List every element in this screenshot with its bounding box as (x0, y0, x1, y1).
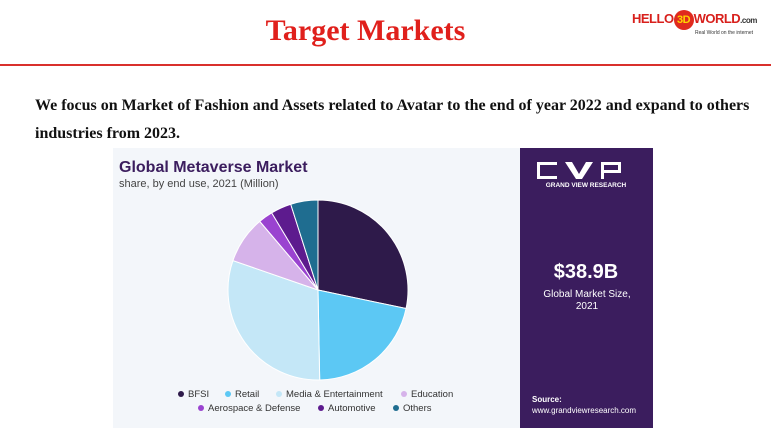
paragraph: We focus on Market of Fashion and Assets… (35, 97, 750, 142)
legend-swatch (318, 405, 324, 411)
legend-label: Others (403, 403, 432, 414)
page-title: Target Markets (265, 14, 466, 47)
legend-swatch (198, 405, 204, 411)
legend-swatch (276, 391, 282, 397)
legend-swatch (393, 405, 399, 411)
pie-slice (317, 199, 409, 310)
chart-subtitle: share, by end use, 2021 (Million) (119, 178, 279, 190)
divider (0, 64, 771, 66)
legend-label: Retail (235, 389, 259, 400)
chart: Global Metaverse Market share, by end us… (113, 148, 653, 428)
source-url: www.grandviewresearch.com (531, 406, 636, 415)
legend-label: Automotive (328, 403, 376, 414)
legend-swatch (225, 391, 231, 397)
logo-suffix: .com (740, 16, 757, 25)
pie-slice (227, 259, 321, 381)
legend-swatch (178, 391, 184, 397)
chart-title: Global Metaverse Market (119, 159, 308, 176)
logo-ball: 3D (673, 10, 694, 30)
legend-swatch (401, 391, 407, 397)
logo: HELLO 3D WORLD.com (632, 10, 757, 30)
logo-text: HELLO (632, 11, 674, 26)
chart-image: Global Metaverse Market share, by end us… (113, 148, 653, 428)
brand-logo (537, 162, 621, 179)
market-size: $38.9B (554, 261, 619, 283)
side-panel (520, 148, 653, 428)
brand-name: GRAND VIEW RESEARCH (546, 182, 627, 189)
legend-label: BFSI (188, 389, 209, 400)
pie-slice (290, 199, 319, 291)
market-size-label: Global Market Size, 2021 (543, 289, 631, 312)
legend-label: Media & Entertainment (286, 389, 383, 400)
logo-text: WORLD (693, 11, 741, 26)
pie-slice (317, 289, 407, 381)
logo-tagline: Real World on the internet (695, 30, 753, 36)
legend-label: Aerospace & Defense (208, 403, 300, 414)
source-label: Source: (532, 395, 562, 404)
legend-label: Education (411, 389, 453, 400)
